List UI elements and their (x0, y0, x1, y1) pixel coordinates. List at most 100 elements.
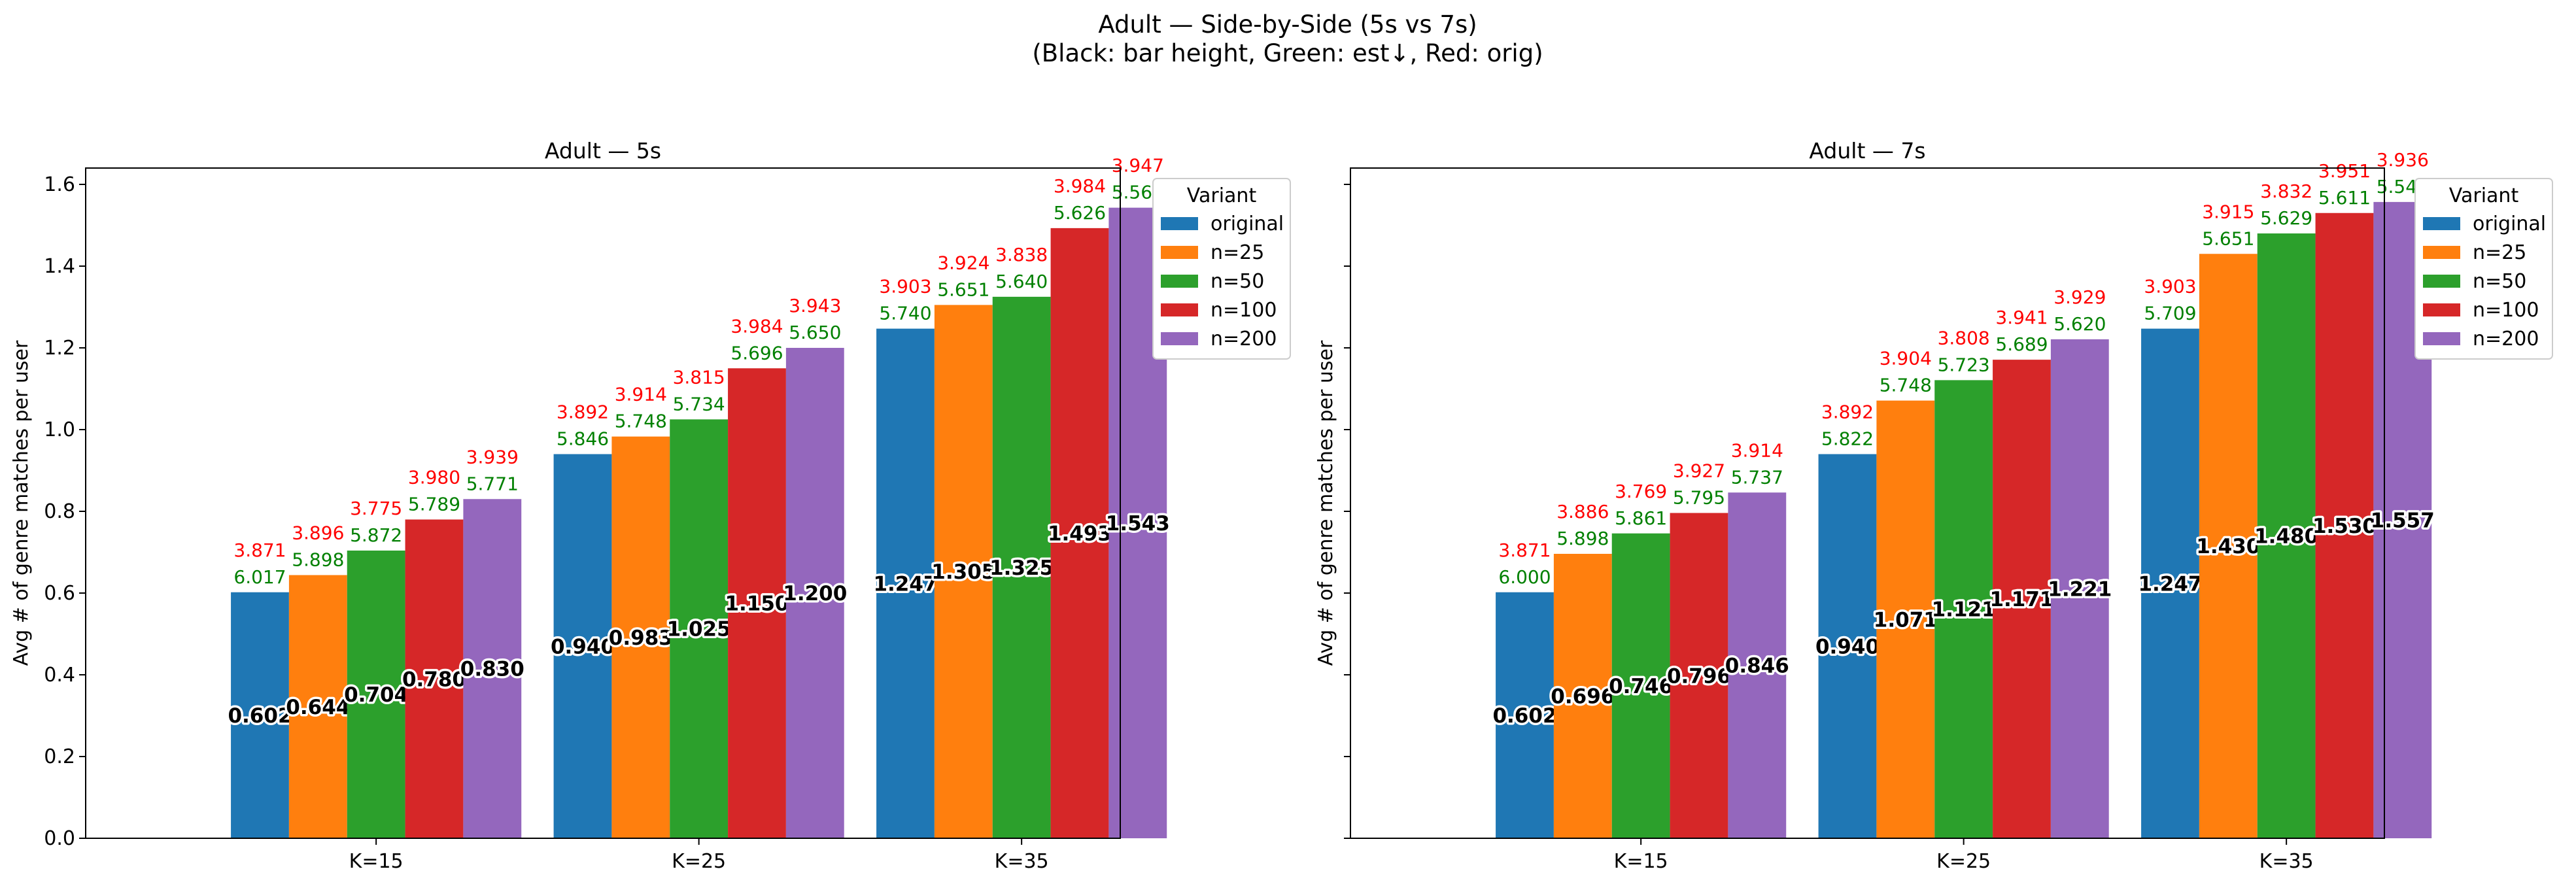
y-tick-label-5-5s: 1.0 (44, 418, 75, 441)
bar-original-k-15-5s (231, 592, 289, 838)
bar-n-100-k-35-7s (2315, 213, 2374, 838)
bar-n-200-k-25-5s (785, 348, 844, 838)
est-label-n-100-k-15-5s: 5.789 (408, 494, 460, 515)
axes-title-5s: Adult — 5s (545, 138, 661, 163)
bar-original-k-35-5s (876, 328, 935, 838)
orig-label-original-k-25-7s: 3.892 (1821, 401, 1874, 423)
legend-title-7s: Variant (2449, 184, 2519, 207)
legend-title-5s: Variant (1187, 184, 1257, 207)
bar-n-50-k-15-7s (1611, 533, 1670, 838)
est-label-n-100-k-35-5s: 5.626 (1054, 202, 1106, 224)
est-label-original-k-25-7s: 5.822 (1821, 428, 1874, 450)
orig-label-original-k-25-5s: 3.892 (557, 401, 609, 423)
est-label-n-25-k-15-7s: 5.898 (1556, 528, 1609, 549)
x-tick-label-k-15-5s: K=15 (349, 850, 404, 873)
bar-n-200-k-15-7s (1728, 492, 1787, 838)
bar-height-label-n-25-k-15-7s: 0.696 (1551, 685, 1615, 709)
bar-height-label-n-100-k-25-7s: 1.171 (1989, 588, 2053, 611)
est-label-original-k-35-5s: 5.740 (879, 303, 931, 324)
bar-n-100-k-35-5s (1050, 228, 1109, 838)
legend-label-n-25-7s: n=25 (2473, 241, 2526, 264)
x-tick-label-k-25-5s: K=25 (672, 850, 726, 873)
y-tick-label-2-5s: 0.4 (44, 664, 75, 687)
orig-label-n-200-k-25-7s: 3.929 (2053, 286, 2106, 308)
orig-label-n-25-k-25-7s: 3.904 (1880, 348, 1932, 369)
bar-height-label-n-50-k-15-5s: 0.704 (344, 683, 408, 707)
bar-n-50-k-35-5s (992, 296, 1051, 838)
legend-label-n-50-5s: n=50 (1211, 270, 1264, 293)
bar-n-200-k-25-7s (2050, 339, 2109, 838)
est-label-n-50-k-35-5s: 5.640 (995, 271, 1048, 292)
legend-label-n-200-5s: n=200 (1211, 328, 1277, 350)
est-label-n-25-k-25-5s: 5.748 (615, 411, 667, 432)
orig-label-n-200-k-25-5s: 3.943 (789, 295, 841, 316)
figure-title-line-1: Adult — Side-by-Side (5s vs 7s) (1098, 10, 1477, 39)
est-label-n-200-k-25-5s: 5.650 (789, 322, 841, 343)
legend-swatch-n-200-7s (2423, 332, 2460, 345)
y-axis-label-5s: Avg # of genre matches per user (10, 340, 33, 666)
y-tick-label-3-5s: 0.6 (44, 582, 75, 605)
figure-title-line-2: (Black: bar height, Green: est↓, Red: or… (1032, 39, 1543, 67)
orig-label-n-50-k-25-7s: 3.808 (1938, 327, 1990, 349)
bar-n-50-k-25-7s (1934, 380, 1993, 838)
est-label-original-k-25-5s: 5.846 (557, 428, 609, 450)
bar-height-label-original-k-25-7s: 0.940 (1815, 635, 1880, 658)
bar-n-50-k-15-5s (347, 551, 405, 838)
bar-height-label-n-50-k-35-7s: 1.480 (2254, 525, 2318, 549)
est-label-n-200-k-25-7s: 5.620 (2053, 313, 2106, 335)
orig-label-n-25-k-15-7s: 3.886 (1556, 501, 1609, 522)
bar-n-100-k-15-7s (1670, 513, 1728, 838)
bar-height-label-n-25-k-35-5s: 1.305 (931, 560, 995, 584)
bar-n-200-k-15-5s (463, 499, 522, 838)
bar-height-label-n-50-k-35-5s: 1.325 (989, 556, 1054, 580)
legend-label-n-100-7s: n=100 (2473, 299, 2539, 322)
bar-height-label-n-200-k-35-7s: 1.557 (2371, 509, 2435, 532)
orig-label-n-100-k-25-5s: 3.984 (730, 315, 783, 337)
est-label-n-100-k-15-7s: 5.795 (1673, 487, 1725, 509)
est-label-n-100-k-25-5s: 5.696 (730, 342, 783, 364)
orig-label-n-200-k-35-7s: 3.936 (2377, 149, 2429, 171)
est-label-n-100-k-35-7s: 5.611 (2318, 187, 2371, 209)
bar-height-label-n-25-k-35-7s: 1.430 (2196, 535, 2260, 558)
bar-height-label-n-25-k-25-7s: 1.071 (1874, 608, 1938, 632)
legend-swatch-n-50-5s (1161, 275, 1198, 288)
legend-swatch-n-25-7s (2423, 246, 2460, 259)
bar-n-50-k-25-5s (670, 419, 729, 838)
orig-label-original-k-15-7s: 3.871 (1498, 539, 1551, 561)
orig-label-n-25-k-35-5s: 3.924 (937, 252, 989, 273)
orig-label-n-100-k-35-5s: 3.984 (1054, 175, 1106, 197)
orig-label-n-50-k-35-5s: 3.838 (995, 244, 1048, 265)
bar-n-25-k-15-5s (288, 575, 347, 838)
orig-label-n-25-k-25-5s: 3.914 (615, 384, 667, 405)
legend-label-n-200-7s: n=200 (2473, 328, 2539, 350)
orig-label-n-50-k-35-7s: 3.832 (2260, 180, 2312, 202)
bar-original-k-25-5s (553, 454, 612, 838)
bar-n-25-k-25-5s (611, 436, 670, 838)
est-label-n-200-k-15-5s: 5.771 (466, 473, 519, 494)
bar-n-25-k-15-7s (1553, 554, 1612, 838)
legend-label-original-7s: original (2473, 213, 2546, 235)
est-label-original-k-15-5s: 6.017 (233, 566, 286, 588)
y-axis-label-7s: Avg # of genre matches per user (1314, 340, 1337, 666)
bar-height-label-n-200-k-25-7s: 1.221 (2048, 577, 2112, 601)
orig-label-original-k-35-5s: 3.903 (879, 276, 931, 298)
bar-height-label-n-200-k-35-5s: 1.543 (1106, 512, 1170, 536)
orig-label-n-100-k-35-7s: 3.951 (2318, 160, 2371, 182)
orig-label-n-25-k-15-5s: 3.896 (292, 522, 344, 544)
bar-height-label-n-25-k-25-5s: 0.983 (609, 626, 673, 650)
y-tick-label-1-5s: 0.2 (44, 745, 75, 768)
orig-label-n-100-k-15-5s: 3.980 (408, 467, 460, 488)
bar-n-100-k-15-5s (405, 519, 464, 838)
y-tick-label-7-5s: 1.4 (44, 255, 75, 278)
y-tick-label-4-5s: 0.8 (44, 500, 75, 523)
est-label-n-25-k-35-7s: 5.651 (2202, 228, 2254, 249)
bar-height-label-n-25-k-15-5s: 0.644 (286, 696, 350, 719)
bar-height-label-original-k-15-7s: 0.602 (1492, 704, 1556, 728)
bar-n-25-k-35-5s (934, 305, 993, 838)
bar-height-label-original-k-25-5s: 0.940 (551, 635, 615, 658)
bar-original-k-15-7s (1496, 592, 1554, 838)
orig-label-n-25-k-35-7s: 3.915 (2202, 201, 2254, 222)
est-label-n-25-k-15-5s: 5.898 (292, 549, 344, 571)
axes-title-7s: Adult — 7s (1809, 138, 1925, 163)
